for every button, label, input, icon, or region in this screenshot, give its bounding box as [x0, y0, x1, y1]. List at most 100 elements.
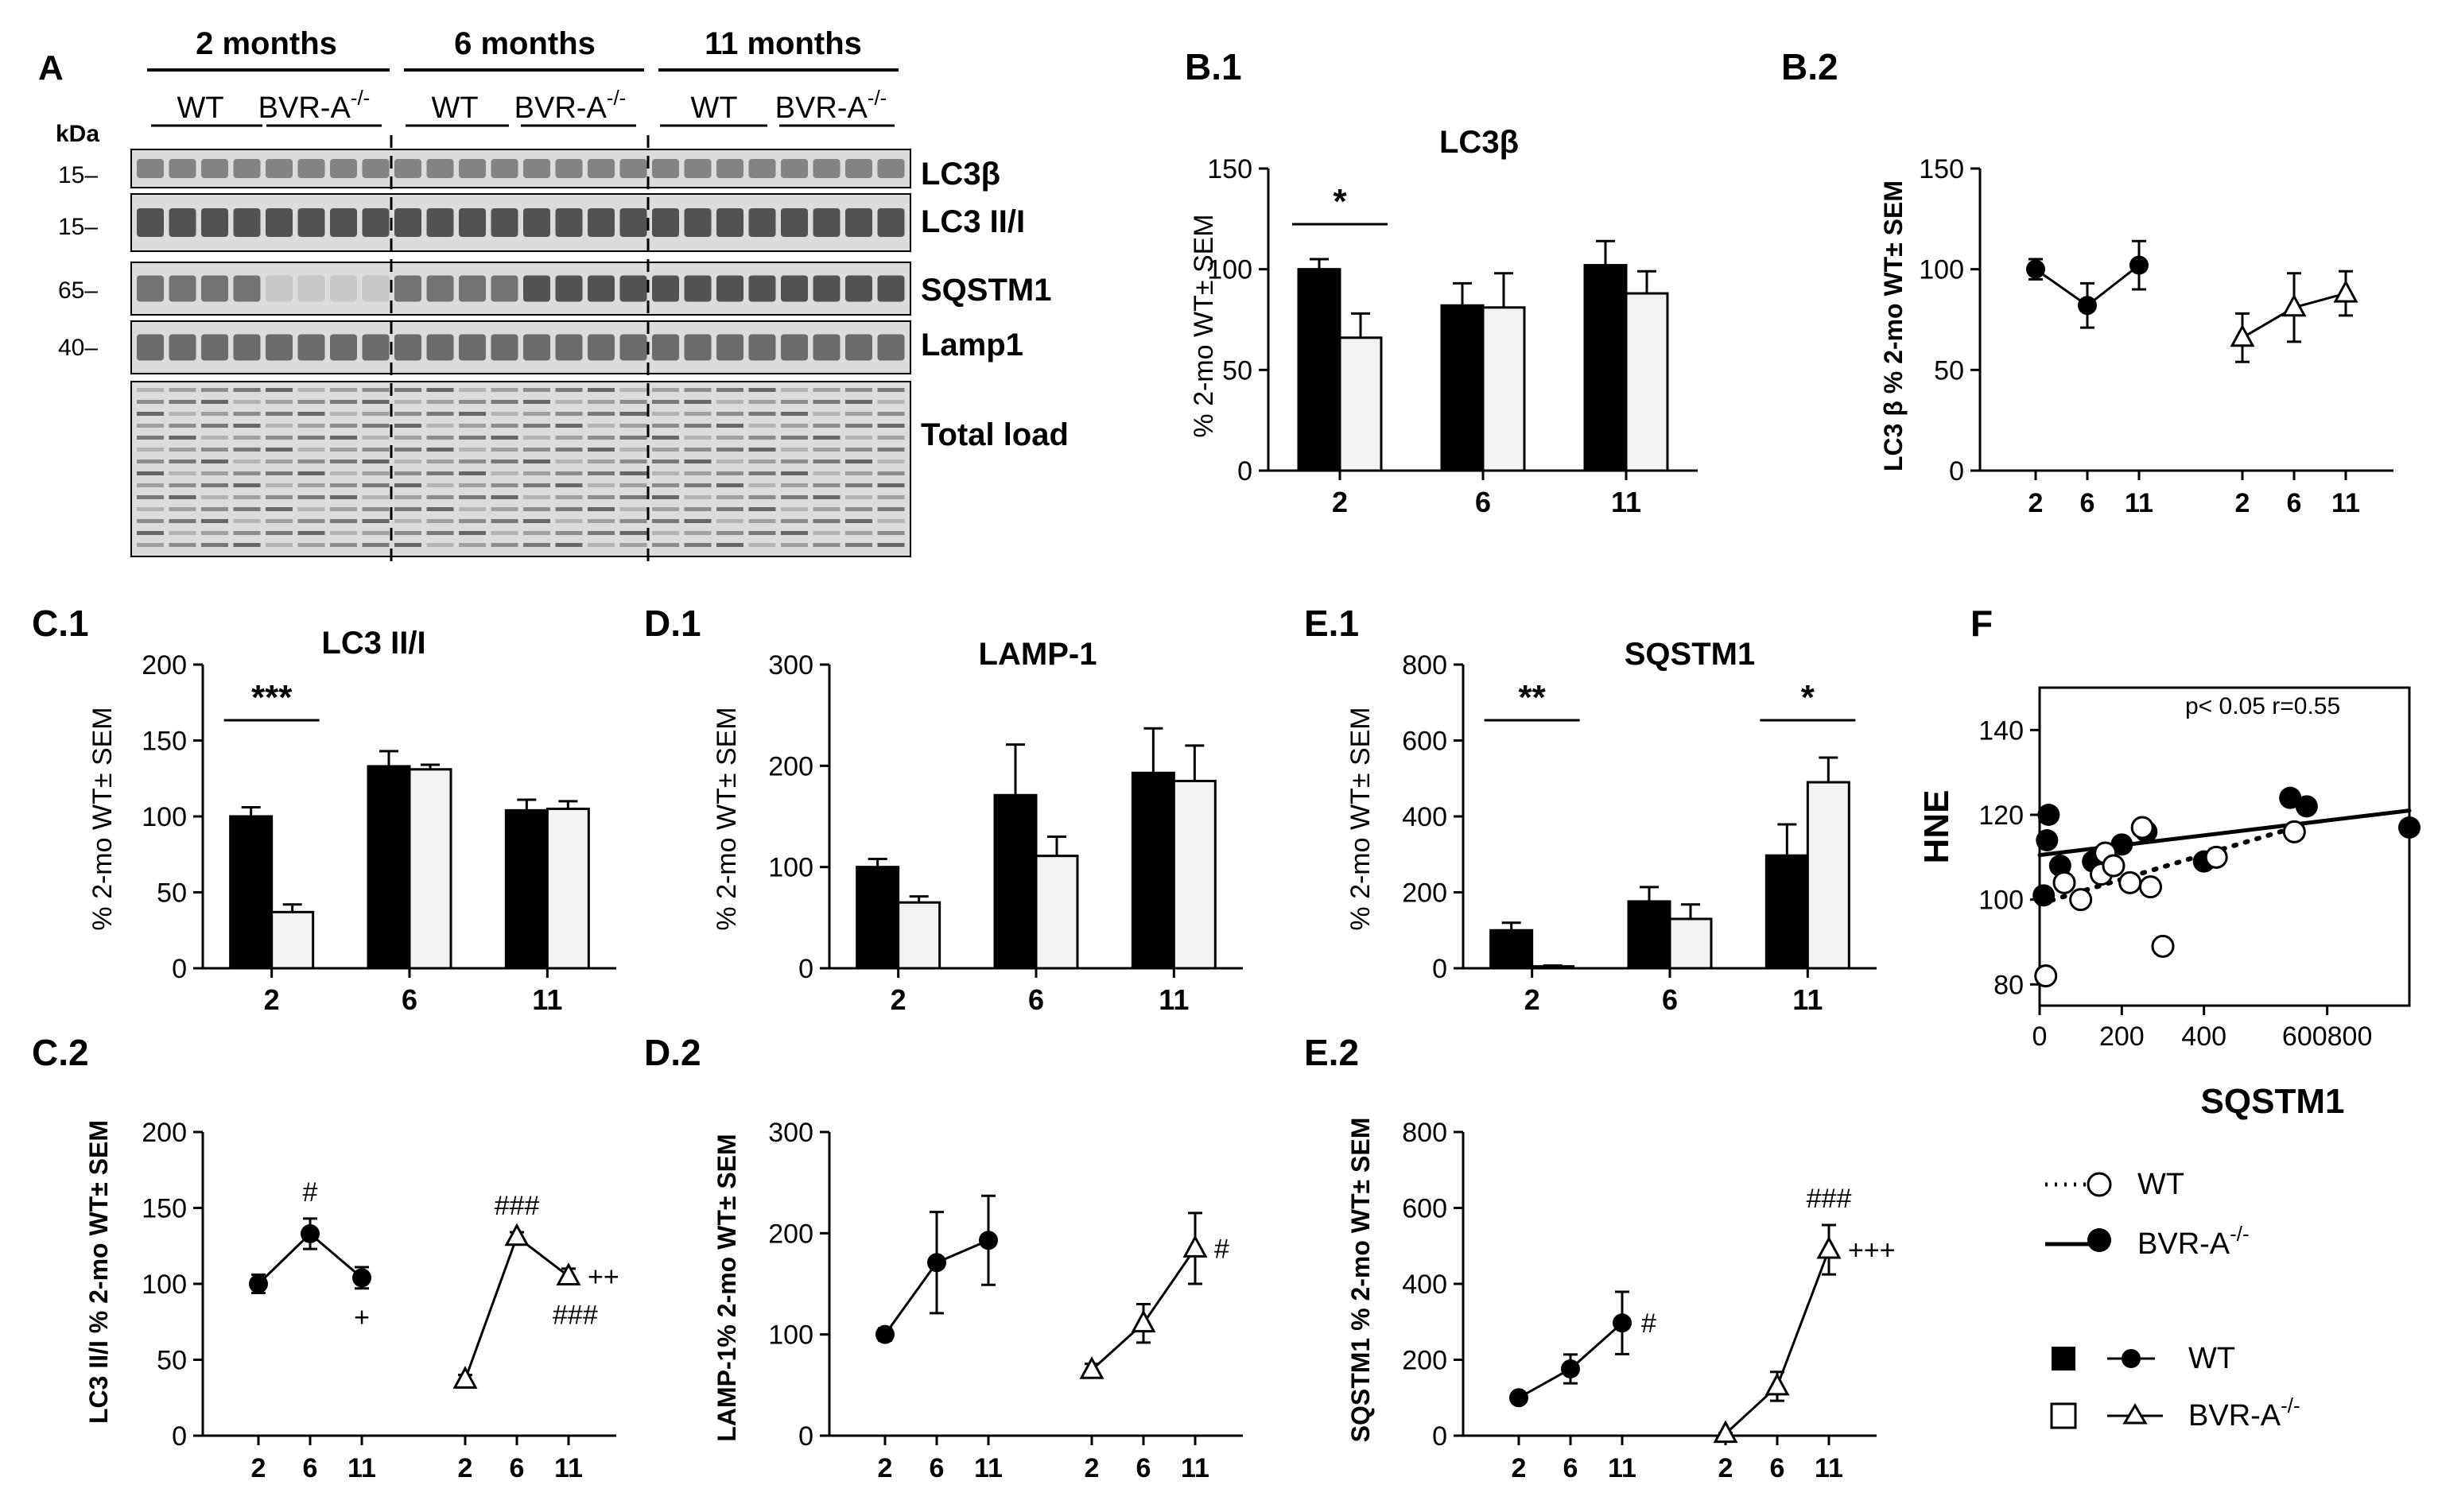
blot-band	[459, 519, 486, 523]
blot-band	[266, 275, 293, 302]
significance-stars: ***	[251, 678, 293, 717]
blot-band	[266, 483, 293, 487]
blot-band	[362, 436, 390, 440]
blot-band	[588, 412, 615, 416]
chart-c1: 0 50 100 150 200 2 6 11 ***	[142, 650, 616, 1016]
blot-band	[362, 208, 390, 237]
blot-band	[362, 448, 390, 452]
x-tick-label: 6	[2287, 488, 2302, 518]
blot-band	[748, 459, 776, 463]
y-tick-label: 150	[142, 1194, 187, 1224]
point-ko	[452, 1366, 478, 1389]
blot-band	[394, 334, 421, 361]
y-tick-label: 200	[142, 650, 187, 680]
blot-band	[748, 519, 776, 523]
blot-band	[588, 519, 615, 523]
blot-band	[491, 424, 518, 428]
blot-band	[748, 388, 776, 392]
y-tick-label: 100	[1919, 255, 1964, 285]
blot-band	[297, 495, 325, 499]
blot-band	[233, 388, 261, 392]
blot-band	[523, 275, 550, 302]
blot-band	[137, 448, 164, 452]
y-tick-label: 150	[1919, 154, 1964, 184]
y-tick-label: 100	[142, 1270, 187, 1300]
legend-bottom-ko: BVR-A-/-	[2188, 1394, 2300, 1433]
blot-band	[491, 159, 518, 178]
panel-label-a: A	[38, 48, 64, 87]
blot-band	[555, 424, 583, 428]
blot-band	[523, 208, 550, 237]
blot-band	[555, 483, 583, 487]
blot-band	[426, 519, 454, 523]
blot-band	[555, 543, 583, 547]
blot-band	[781, 483, 808, 487]
blot-band	[491, 519, 518, 523]
blot-band	[169, 471, 196, 475]
y-tick-label: 80	[1993, 970, 2024, 1000]
blot-band	[523, 424, 550, 428]
blot-band	[877, 495, 905, 499]
blot-band	[394, 519, 421, 523]
blot-band	[781, 208, 808, 237]
blot-band	[716, 388, 743, 392]
blot-band	[684, 388, 712, 392]
blot-band	[137, 495, 164, 499]
y-tick-label: 100	[768, 1320, 813, 1351]
blot-band	[588, 495, 615, 499]
title-e1: SQSTM1	[1625, 637, 1755, 672]
significance-annotation: ###	[1807, 1184, 1852, 1214]
blot-band	[330, 519, 357, 523]
blot-band	[523, 495, 550, 499]
blot-band	[297, 471, 325, 475]
blot-band	[684, 543, 712, 547]
blot-band	[201, 412, 228, 416]
blot-band	[619, 448, 647, 452]
blot-band	[330, 436, 357, 440]
blot-band	[297, 424, 325, 428]
x-tick-label: 2	[891, 983, 906, 1016]
legend-text-ko: BVR-A-/-	[2137, 1222, 2250, 1261]
panel-label-f: F	[1970, 603, 1993, 644]
blot-band	[813, 400, 840, 404]
panel-label-e1: E.1	[1304, 603, 1359, 644]
blot-band	[362, 412, 390, 416]
significance-annotation: ###	[495, 1191, 540, 1221]
blot-band	[137, 334, 164, 361]
point-wt	[927, 1253, 946, 1273]
blot-band	[362, 543, 390, 547]
blot-band	[394, 543, 421, 547]
x-tick-label: 11	[2125, 488, 2153, 518]
x-tick-label: 6	[1475, 486, 1491, 518]
blot-band	[426, 495, 454, 499]
blot-band	[394, 424, 421, 428]
blot-band	[426, 483, 454, 487]
blot-band	[233, 483, 261, 487]
y-tick-label: 200	[1402, 1346, 1447, 1376]
blot-band	[813, 519, 840, 523]
blot-band	[845, 471, 872, 475]
blot-band	[619, 400, 647, 404]
blot-band	[362, 159, 390, 178]
blot-band	[137, 388, 164, 392]
blot-band	[684, 483, 712, 487]
blot-band	[652, 483, 679, 487]
y-tick-label: 200	[142, 1118, 187, 1148]
blot-band	[845, 388, 872, 392]
y-tick-label: 200	[768, 751, 813, 781]
point-wt	[1613, 1313, 1632, 1333]
ylabel-f: HNE	[1917, 790, 1956, 864]
point-ko	[2230, 324, 2255, 347]
blot-band	[748, 436, 776, 440]
blot-band	[555, 471, 583, 475]
age-label-2mo: 2 months	[196, 26, 337, 61]
blot-band	[362, 495, 390, 499]
blot-band	[426, 334, 454, 361]
fit-line-wt	[2037, 825, 2297, 906]
blot-band	[266, 412, 293, 416]
blot-band	[619, 334, 647, 361]
legend-text-wt: WT	[2137, 1168, 2184, 1201]
y-tick-label: 100	[1978, 886, 2024, 916]
blot-band	[748, 334, 776, 361]
x-tick-label: 11	[1815, 1453, 1843, 1483]
